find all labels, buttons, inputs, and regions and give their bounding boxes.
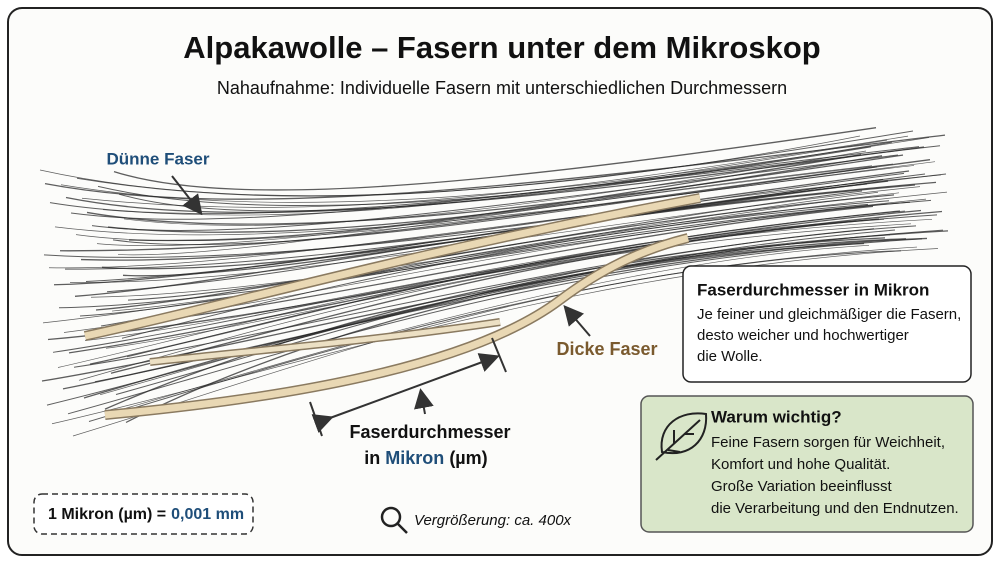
leaf-icon [655,412,708,461]
fiber [49,145,941,215]
fiber [117,165,873,256]
fiber [70,146,920,220]
fiber [53,181,937,286]
fiber [57,218,933,368]
scale-text: 1 Mikron (µm) = 0,001 mm [48,506,244,523]
why-title: Warum wichtig? [711,407,842,426]
fiber [126,220,864,358]
measure-indicator [309,337,507,437]
body-line: Feine Fasern sorgen für Weichheit, [711,434,945,451]
thin-label: Dünne Faser [107,149,210,168]
fiber [44,134,946,200]
measure-unit: (µm) [449,448,487,468]
fiber [106,178,884,293]
body-line: die Wolle. [697,348,763,365]
fiber [113,127,877,191]
fiber [120,244,870,410]
fiber [107,155,883,233]
body-line: die Verarbeitung und den Endnutzen. [711,500,959,517]
fiber [48,174,942,269]
fiber [125,242,865,424]
title: Alpakawolle – Fasern unter dem Mikroskop [183,30,820,65]
scale-left: 1 Mikron (µm) = [48,506,166,523]
fiber [121,203,869,339]
fiber [67,238,923,415]
fiber [51,248,939,425]
scale-box [33,493,254,535]
body-line: Große Variation beeinflusst [711,478,892,495]
thick-fibers [83,193,701,420]
fiber [59,159,931,252]
body-line: Je feiner und gleichmäßiger die Fasern, [697,306,961,323]
fiber [75,165,915,242]
thick-label: Dicke Faser [556,339,657,359]
info-title: Faserdurchmesser in Mikron [697,280,929,299]
info-box [682,265,972,383]
fiber [58,199,932,309]
fiber [80,170,910,261]
measure-unit-word: Mikron [385,448,444,468]
body-line: desto weicher und hochwertiger [697,327,909,344]
fiber [123,150,867,226]
fiber [79,201,911,317]
measure-prefix: in [364,448,380,468]
subtitle: Nahaufnahme: Individuelle Fasern mit unt… [217,78,787,98]
fiber [52,214,938,353]
fiber [76,130,914,197]
measure-line2: in Mikron (µm) [364,448,487,468]
fiber [116,205,874,326]
fiber [83,238,907,399]
magnification: Vergrößerung: ca. 400x [414,512,572,529]
fiber [104,237,886,410]
magnifier-icon [380,506,408,534]
fiber [86,154,904,225]
fiber [128,154,862,242]
thin-arrow [171,175,203,216]
body-line: Komfort und hohe Qualität. [711,456,890,473]
thick-arrow [563,304,591,337]
scale-right: 0,001 mm [171,506,244,523]
fiber [96,163,894,247]
why-box [640,395,974,533]
measure-line1: Faserdurchmesser [349,422,510,442]
fiber [74,184,916,297]
